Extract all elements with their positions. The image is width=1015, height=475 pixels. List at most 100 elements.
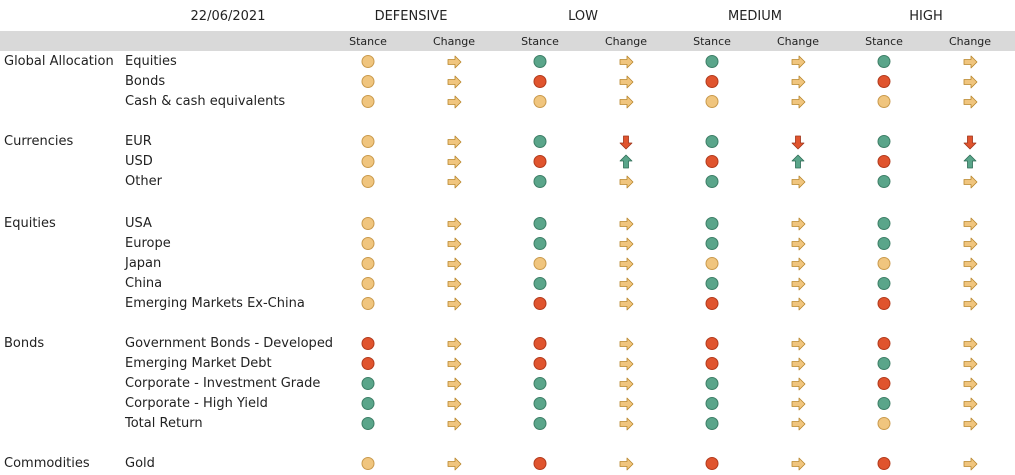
table-row: Equities USA: [0, 214, 1015, 234]
report-date: 22/06/2021: [190, 9, 266, 24]
change-arrow-right-icon: [446, 356, 462, 372]
stance-col-header: Stance: [349, 35, 387, 48]
stance-positive-dot-icon: [705, 237, 719, 250]
stance-negative-dot-icon: [705, 75, 719, 88]
stance-negative-dot-icon: [877, 297, 891, 310]
asset-label: Corporate - Investment Grade: [125, 376, 321, 391]
profile-high-header: HIGH: [909, 9, 943, 24]
stance-positive-dot-icon: [705, 175, 719, 188]
change-arrow-right-icon: [446, 376, 462, 392]
stance-positive-dot-icon: [533, 175, 547, 188]
stance-negative-dot-icon: [877, 155, 891, 168]
change-arrow-right-icon: [962, 296, 978, 312]
stance-negative-dot-icon: [361, 337, 375, 350]
change-arrow-right-icon: [446, 416, 462, 432]
stance-positive-dot-icon: [361, 417, 375, 430]
stance-neutral-dot-icon: [877, 417, 891, 430]
change-arrow-right-icon: [962, 236, 978, 252]
table-row: Commodities Gold: [0, 454, 1015, 474]
table-row: Bonds Government Bonds - Developed: [0, 334, 1015, 354]
change-arrow-right-icon: [618, 256, 634, 272]
change-arrow-up-icon: [962, 154, 978, 170]
change-arrow-right-icon: [446, 296, 462, 312]
stance-neutral-dot-icon: [705, 257, 719, 270]
stance-positive-dot-icon: [877, 397, 891, 410]
asset-label: Bonds: [125, 74, 166, 89]
stance-neutral-dot-icon: [361, 257, 375, 270]
stance-negative-dot-icon: [877, 457, 891, 470]
stance-positive-dot-icon: [877, 55, 891, 68]
change-arrow-right-icon: [446, 276, 462, 292]
change-arrow-right-icon: [962, 74, 978, 90]
stance-negative-dot-icon: [705, 297, 719, 310]
change-arrow-right-icon: [446, 336, 462, 352]
change-arrow-right-icon: [618, 456, 634, 472]
change-arrow-right-icon: [790, 296, 806, 312]
change-arrow-right-icon: [790, 256, 806, 272]
stance-positive-dot-icon: [533, 237, 547, 250]
change-arrow-right-icon: [618, 94, 634, 110]
stance-positive-dot-icon: [533, 377, 547, 390]
asset-label: Other: [125, 174, 162, 189]
change-arrow-right-icon: [618, 74, 634, 90]
change-arrow-right-icon: [962, 376, 978, 392]
stance-negative-dot-icon: [533, 357, 547, 370]
asset-label: Equities: [125, 54, 177, 69]
asset-label: Emerging Market Debt: [125, 356, 272, 371]
change-arrow-down-icon: [790, 134, 806, 150]
change-arrow-right-icon: [618, 174, 634, 190]
table-row: Emerging Market Debt: [0, 354, 1015, 374]
change-arrow-right-icon: [790, 54, 806, 70]
stance-negative-dot-icon: [533, 297, 547, 310]
change-arrow-right-icon: [962, 336, 978, 352]
change-arrow-right-icon: [618, 54, 634, 70]
change-arrow-up-icon: [618, 154, 634, 170]
stance-negative-dot-icon: [533, 155, 547, 168]
change-arrow-up-icon: [790, 154, 806, 170]
table-row: Global Allocation Equities: [0, 52, 1015, 72]
stance-neutral-dot-icon: [361, 155, 375, 168]
change-arrow-right-icon: [790, 174, 806, 190]
change-col-header: Change: [604, 35, 648, 48]
change-arrow-right-icon: [618, 356, 634, 372]
change-arrow-right-icon: [446, 94, 462, 110]
group-label: Equities: [4, 216, 56, 231]
change-col-header: Change: [948, 35, 992, 48]
profile-low-header: LOW: [568, 9, 598, 24]
change-arrow-right-icon: [790, 356, 806, 372]
asset-label: Gold: [125, 456, 155, 471]
change-arrow-right-icon: [790, 376, 806, 392]
asset-label: USD: [125, 154, 153, 169]
stance-neutral-dot-icon: [361, 277, 375, 290]
change-arrow-right-icon: [618, 376, 634, 392]
change-arrow-right-icon: [618, 336, 634, 352]
table-row: Bonds: [0, 72, 1015, 92]
stance-neutral-dot-icon: [877, 95, 891, 108]
change-arrow-right-icon: [446, 216, 462, 232]
stance-negative-dot-icon: [533, 75, 547, 88]
change-arrow-right-icon: [962, 396, 978, 412]
stance-negative-dot-icon: [533, 337, 547, 350]
change-arrow-right-icon: [962, 256, 978, 272]
stance-negative-dot-icon: [705, 457, 719, 470]
table-row: Other: [0, 172, 1015, 192]
asset-label: Japan: [125, 256, 162, 271]
change-arrow-right-icon: [618, 296, 634, 312]
group-label: Bonds: [4, 336, 45, 351]
group-label: Currencies: [4, 134, 74, 149]
stance-positive-dot-icon: [877, 135, 891, 148]
change-arrow-right-icon: [446, 396, 462, 412]
stance-neutral-dot-icon: [705, 95, 719, 108]
change-arrow-right-icon: [962, 276, 978, 292]
change-arrow-right-icon: [790, 396, 806, 412]
table-row: Japan: [0, 254, 1015, 274]
table-row: China: [0, 274, 1015, 294]
stance-positive-dot-icon: [533, 135, 547, 148]
stance-positive-dot-icon: [705, 55, 719, 68]
asset-label: Government Bonds - Developed: [125, 336, 334, 351]
stance-negative-dot-icon: [877, 337, 891, 350]
asset-label: EUR: [125, 134, 152, 149]
stance-neutral-dot-icon: [361, 95, 375, 108]
asset-label: Europe: [125, 236, 171, 251]
table-row: Currencies EUR: [0, 132, 1015, 152]
